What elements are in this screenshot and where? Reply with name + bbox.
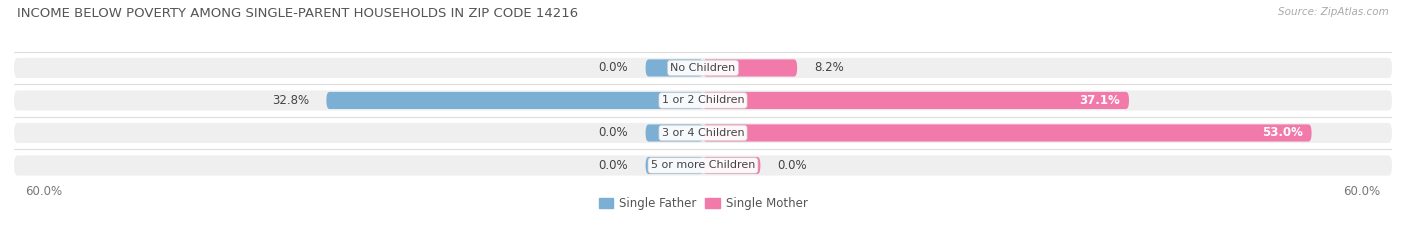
FancyBboxPatch shape bbox=[14, 123, 1392, 143]
FancyBboxPatch shape bbox=[703, 92, 1129, 109]
FancyBboxPatch shape bbox=[326, 92, 703, 109]
Text: 37.1%: 37.1% bbox=[1080, 94, 1121, 107]
Text: 0.0%: 0.0% bbox=[778, 159, 807, 172]
FancyBboxPatch shape bbox=[703, 124, 1312, 141]
Text: 60.0%: 60.0% bbox=[25, 185, 63, 198]
Legend: Single Father, Single Mother: Single Father, Single Mother bbox=[593, 192, 813, 215]
Text: 8.2%: 8.2% bbox=[814, 62, 844, 75]
Text: 53.0%: 53.0% bbox=[1263, 127, 1303, 140]
FancyBboxPatch shape bbox=[645, 157, 703, 174]
FancyBboxPatch shape bbox=[14, 155, 1392, 175]
Text: Source: ZipAtlas.com: Source: ZipAtlas.com bbox=[1278, 7, 1389, 17]
FancyBboxPatch shape bbox=[703, 157, 761, 174]
Text: 5 or more Children: 5 or more Children bbox=[651, 161, 755, 171]
Text: 3 or 4 Children: 3 or 4 Children bbox=[662, 128, 744, 138]
Text: 0.0%: 0.0% bbox=[599, 127, 628, 140]
Text: INCOME BELOW POVERTY AMONG SINGLE-PARENT HOUSEHOLDS IN ZIP CODE 14216: INCOME BELOW POVERTY AMONG SINGLE-PARENT… bbox=[17, 7, 578, 20]
Text: No Children: No Children bbox=[671, 63, 735, 73]
Text: 0.0%: 0.0% bbox=[599, 62, 628, 75]
FancyBboxPatch shape bbox=[14, 90, 1392, 110]
FancyBboxPatch shape bbox=[703, 59, 797, 76]
Text: 0.0%: 0.0% bbox=[599, 159, 628, 172]
Text: 32.8%: 32.8% bbox=[271, 94, 309, 107]
FancyBboxPatch shape bbox=[645, 59, 703, 76]
Text: 1 or 2 Children: 1 or 2 Children bbox=[662, 96, 744, 106]
FancyBboxPatch shape bbox=[645, 124, 703, 141]
FancyBboxPatch shape bbox=[14, 58, 1392, 78]
Text: 60.0%: 60.0% bbox=[1343, 185, 1381, 198]
